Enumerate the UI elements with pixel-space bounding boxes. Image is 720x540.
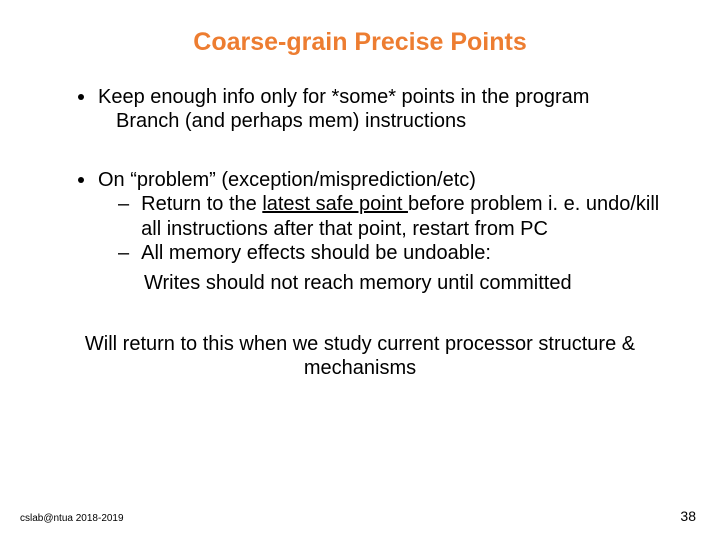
bullet-text: On “problem” (exception/misprediction/et… xyxy=(98,168,476,192)
dash-text: All memory effects should be undoable: xyxy=(141,241,491,265)
dash-item: – All memory effects should be undoable: xyxy=(118,241,676,265)
bullet-item: On “problem” (exception/misprediction/et… xyxy=(78,168,676,192)
slide-title: Coarse-grain Precise Points xyxy=(44,28,676,57)
closing-text: Will return to this when we study curren… xyxy=(44,332,676,381)
dash-text: Return to the latest safe point before p… xyxy=(141,192,676,241)
dash-icon: – xyxy=(118,192,129,216)
footer-right: 38 xyxy=(680,508,696,524)
slide: Coarse-grain Precise Points Keep enough … xyxy=(0,0,720,540)
footer-left: cslab@ntua 2018-2019 xyxy=(20,513,124,524)
dash-text-underline: latest safe point xyxy=(262,193,408,215)
sub-text: Writes should not reach memory until com… xyxy=(144,271,676,295)
bullet-text: Keep enough info only for *some* points … xyxy=(98,85,589,109)
dash-item: – Return to the latest safe point before… xyxy=(118,192,676,241)
bullet-icon xyxy=(78,177,84,183)
dash-text-pre: Return to the xyxy=(141,193,262,215)
slide-body: Keep enough info only for *some* points … xyxy=(44,85,676,381)
bullet-subtext: Branch (and perhaps mem) instructions xyxy=(116,109,676,133)
bullet-item: Keep enough info only for *some* points … xyxy=(78,85,676,109)
bullet-icon xyxy=(78,94,84,100)
dash-icon: – xyxy=(118,241,129,265)
